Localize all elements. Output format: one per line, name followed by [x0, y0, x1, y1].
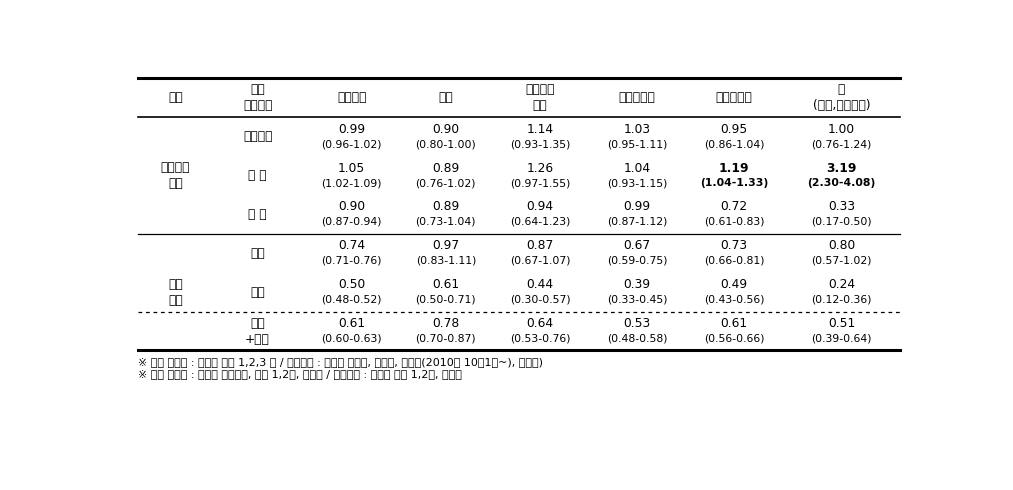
Text: 0.24: 0.24	[828, 278, 855, 291]
Text: 고혈압성
질환: 고혈압성 질환	[525, 83, 555, 112]
Text: (0.30-0.57): (0.30-0.57)	[510, 294, 570, 305]
Text: 시화: 시화	[250, 247, 265, 260]
Text: 0.61: 0.61	[720, 317, 748, 330]
Text: (0.87-0.94): (0.87-0.94)	[321, 217, 382, 227]
Text: (0.76-1.24): (0.76-1.24)	[811, 139, 871, 149]
Text: 0.39: 0.39	[624, 278, 650, 291]
Text: 1.00: 1.00	[828, 122, 855, 136]
Text: (0.86-1.04): (0.86-1.04)	[704, 139, 765, 149]
Text: (0.57-1.02): (0.57-1.02)	[811, 256, 871, 266]
Text: (0.76-1.02): (0.76-1.02)	[415, 178, 476, 188]
Text: 0.97: 0.97	[433, 239, 460, 252]
Text: (0.80-1.00): (0.80-1.00)	[415, 139, 476, 149]
Text: (0.95-1.11): (0.95-1.11)	[607, 139, 668, 149]
Text: 0.49: 0.49	[720, 278, 748, 291]
Text: (0.60-0.63): (0.60-0.63)	[321, 334, 382, 343]
Text: (0.56-0.66): (0.56-0.66)	[704, 334, 765, 343]
Text: (0.71-0.76): (0.71-0.76)	[321, 256, 382, 266]
Text: (0.73-1.04): (0.73-1.04)	[415, 217, 476, 227]
Text: 1.26: 1.26	[527, 162, 553, 174]
Text: 전국
대비: 전국 대비	[168, 278, 182, 307]
Text: 0.73: 0.73	[720, 239, 748, 252]
Text: 0.67: 0.67	[624, 239, 650, 252]
Text: 구분: 구분	[168, 91, 182, 104]
Text: 0.50: 0.50	[338, 278, 366, 291]
Text: 당뇨: 당뇨	[439, 91, 453, 104]
Text: (0.67-1.07): (0.67-1.07)	[510, 256, 570, 266]
Text: 0.61: 0.61	[433, 278, 460, 291]
Text: 0.51: 0.51	[828, 317, 855, 330]
Text: 0.44: 0.44	[527, 278, 553, 291]
Text: (0.96-1.02): (0.96-1.02)	[321, 139, 382, 149]
Text: (0.64-1.23): (0.64-1.23)	[510, 217, 570, 227]
Text: 전체사망: 전체사망	[337, 91, 367, 104]
Text: 비영향권
대비: 비영향권 대비	[160, 161, 190, 190]
Text: (0.87-1.12): (0.87-1.12)	[607, 217, 668, 227]
Text: 시화
+반월: 시화 +반월	[245, 317, 270, 345]
Text: (0.66-0.81): (0.66-0.81)	[704, 256, 765, 266]
Text: (0.53-0.76): (0.53-0.76)	[510, 334, 570, 343]
Text: (0.12-0.36): (0.12-0.36)	[811, 294, 871, 305]
Text: 1.05: 1.05	[338, 162, 366, 174]
Text: (1.02-1.09): (1.02-1.09)	[321, 178, 382, 188]
Text: 0.89: 0.89	[433, 162, 460, 174]
Text: ※ 시화 영향권 : 시흥시 정왕 1,2,3 동 / 비영향권 : 시흥시 매화동, 목감동, 능곡동(2010년 10월1일~), 연성동): ※ 시화 영향권 : 시흥시 정왕 1,2,3 동 / 비영향권 : 시흥시 매…	[139, 357, 543, 367]
Text: 뇌혈관질환: 뇌혈관질환	[619, 91, 655, 104]
Text: 0.72: 0.72	[720, 200, 748, 213]
Text: (0.48-0.58): (0.48-0.58)	[607, 334, 668, 343]
Text: 시화반월: 시화반월	[243, 130, 272, 143]
Text: 0.33: 0.33	[828, 200, 855, 213]
Text: (0.97-1.55): (0.97-1.55)	[510, 178, 570, 188]
Text: (0.61-0.83): (0.61-0.83)	[704, 217, 765, 227]
Text: 0.89: 0.89	[433, 200, 460, 213]
Text: 암
(림프,조혈조직): 암 (림프,조혈조직)	[812, 83, 870, 112]
Text: (0.83-1.11): (0.83-1.11)	[415, 256, 476, 266]
Text: (0.93-1.15): (0.93-1.15)	[607, 178, 668, 188]
Text: 0.99: 0.99	[624, 200, 650, 213]
Text: 0.80: 0.80	[828, 239, 855, 252]
Text: (0.33-0.45): (0.33-0.45)	[607, 294, 668, 305]
Text: 반월: 반월	[250, 286, 265, 299]
Text: 0.94: 0.94	[527, 200, 553, 213]
Text: (1.04-1.33): (1.04-1.33)	[700, 178, 769, 188]
Text: 3.19: 3.19	[827, 162, 857, 174]
Text: 산단
영향지역: 산단 영향지역	[243, 83, 272, 112]
Text: 0.61: 0.61	[338, 317, 366, 330]
Text: (0.50-0.71): (0.50-0.71)	[415, 294, 476, 305]
Text: (2.30-4.08): (2.30-4.08)	[807, 178, 875, 188]
Text: (0.48-0.52): (0.48-0.52)	[321, 294, 382, 305]
Text: 0.78: 0.78	[433, 317, 460, 330]
Text: (0.17-0.50): (0.17-0.50)	[811, 217, 872, 227]
Text: 0.90: 0.90	[433, 122, 460, 136]
Text: (0.43-0.56): (0.43-0.56)	[704, 294, 765, 305]
Text: 0.95: 0.95	[720, 122, 748, 136]
Text: 1.14: 1.14	[527, 122, 553, 136]
Text: 0.87: 0.87	[527, 239, 553, 252]
Text: 1.19: 1.19	[719, 162, 750, 174]
Text: 0.64: 0.64	[527, 317, 553, 330]
Text: (0.39-0.64): (0.39-0.64)	[811, 334, 871, 343]
Text: 반 월: 반 월	[248, 208, 267, 221]
Text: 0.74: 0.74	[338, 239, 366, 252]
Text: 0.90: 0.90	[338, 200, 366, 213]
Text: (0.59-0.75): (0.59-0.75)	[607, 256, 668, 266]
Text: 0.99: 0.99	[338, 122, 366, 136]
Text: (0.93-1.35): (0.93-1.35)	[510, 139, 570, 149]
Text: 0.53: 0.53	[623, 317, 650, 330]
Text: ※ 반월 영향권 : 안산시 원곡본동, 원곡 1,2동, 초지동 / 비영향권 : 안산시 고잔 1,2동, 월피동: ※ 반월 영향권 : 안산시 원곡본동, 원곡 1,2동, 초지동 / 비영향권…	[139, 369, 462, 379]
Text: 시 화: 시 화	[248, 169, 267, 182]
Text: 심혈관질환: 심혈관질환	[716, 91, 753, 104]
Text: 1.03: 1.03	[624, 122, 650, 136]
Text: (0.70-0.87): (0.70-0.87)	[415, 334, 476, 343]
Text: 1.04: 1.04	[624, 162, 650, 174]
